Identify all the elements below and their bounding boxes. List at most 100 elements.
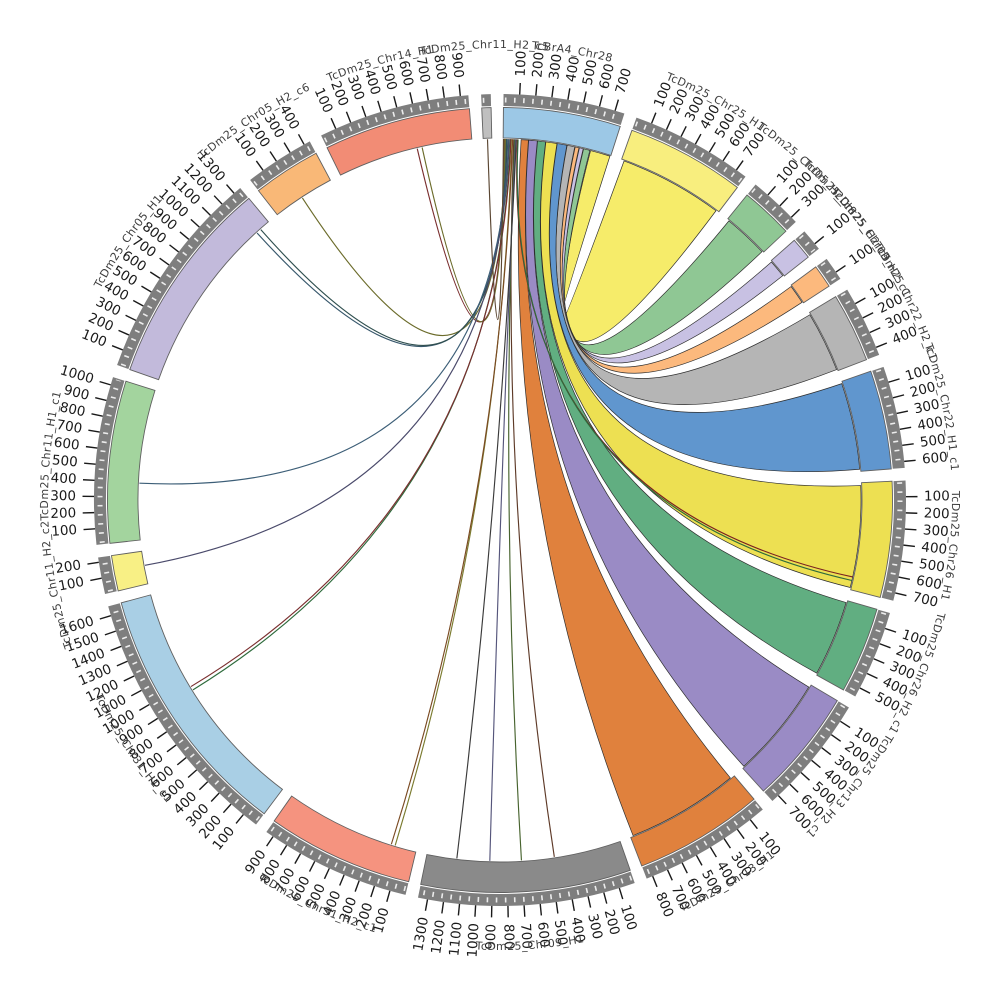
thin-link-TcBrA4_Chr28-to-TcDm25_Chr11_H2_c2[interactable] — [144, 139, 510, 566]
tick-mark — [279, 845, 288, 856]
tick-mark — [441, 901, 445, 914]
segment-band-TcDm25_Chr31_H1_c1[interactable] — [120, 594, 284, 815]
ribbon-TcBrA4_Chr28-to-TcDm25_Chr26_H2_c1[interactable] — [533, 140, 847, 674]
segment-band-TcDm25_Chr05_H1[interactable] — [129, 197, 269, 381]
tick-label: 600 — [915, 573, 943, 594]
tick-label: 800 — [58, 399, 87, 420]
segment-scale-dots-TcDm25_Chr14_H1 — [323, 98, 468, 143]
ribbon-TcBrA4_Chr28-to-TcDm25_Chr13_H2_c1[interactable] — [525, 139, 810, 767]
segment-band-TcDm25_Chr09_H1[interactable] — [420, 840, 631, 893]
segment-band-TcDm25_Chr22_H1_c1[interactable] — [841, 370, 892, 472]
tick-mark — [201, 206, 211, 216]
tick-mark — [614, 99, 620, 111]
segment-band-TcDm25_Chr25_H2_c5[interactable] — [770, 239, 809, 277]
tick-label: 800 — [430, 53, 449, 81]
tick-mark — [567, 88, 571, 100]
thin-link-TcBrA4_Chr28-to-TcDm25_Chr11_H2_c5[interactable] — [486, 139, 505, 320]
tick-label: 200 — [908, 379, 937, 401]
segment-band-TcDm25_Chr31_H2_c1[interactable] — [273, 795, 417, 883]
tick-mark — [83, 528, 96, 531]
thin-link-TcBrA4_Chr28-to-TcDm25_Chr11_H1_c1[interactable] — [139, 139, 509, 485]
tick-mark — [767, 185, 777, 196]
segment-scale-band-TcDm25_Chr11_H2_c5 — [481, 94, 492, 107]
tick-mark — [225, 184, 235, 194]
tick-mark — [409, 92, 414, 104]
tick-mark — [179, 231, 190, 240]
segment-band-TcDm25_Chr09_H2_c1[interactable] — [790, 266, 830, 304]
tick-mark — [681, 862, 688, 874]
segment-scale-dots-TcDm25_Chr11_H2_c2 — [101, 557, 113, 592]
tick-label: 400 — [563, 55, 583, 83]
tick-label: 700 — [911, 589, 940, 610]
tick-mark — [898, 576, 911, 580]
ribbon-TcBrA4_Chr28-to-TcDm25_Chr22_H2_c1[interactable] — [555, 144, 838, 405]
segment-band-TcDm25_Chr05_H2_c6[interactable] — [257, 152, 331, 216]
tick-mark — [895, 592, 907, 597]
tick-mark — [665, 118, 672, 130]
tick-label: 700 — [55, 417, 83, 437]
segment-band-TcDm25_Chr26_H1[interactable] — [850, 480, 893, 598]
tick-mark — [110, 645, 122, 652]
tick-label: 900 — [62, 382, 91, 404]
segment-band-TcDm25_Chr25_H1[interactable] — [621, 129, 738, 213]
tick-label: 800 — [500, 924, 517, 950]
segment-band-TcDm25_Chr13_H1[interactable] — [630, 775, 755, 867]
thin-link-TcBrA4_Chr28-to-TcDm25_Chr26_H1[interactable] — [516, 139, 853, 582]
segment-scale-dots-TcDm25_Chr05_H2_c8 — [751, 188, 793, 227]
tick-mark — [91, 413, 103, 417]
segment-band-TcDm25_Chr22_H2_c1[interactable] — [808, 295, 868, 372]
tick-mark — [123, 675, 135, 682]
tick-mark — [888, 378, 900, 383]
segment-scale-dots-TcDm25_Chr25_H1 — [634, 121, 743, 183]
tick-mark — [899, 426, 912, 431]
tick-mark — [814, 235, 825, 245]
ribbon-TcBrA4_Chr28-to-TcDm25_Chr26_H1[interactable] — [540, 141, 862, 588]
tick-mark — [811, 759, 821, 769]
tick-label: 500 — [919, 432, 947, 451]
segment-name-TcDm25_Chr11_H2_c5: TcDm25_Chr11_H2_c5 — [417, 38, 550, 58]
tick-mark — [539, 903, 543, 916]
segment-band-TcBrA4_Chr28[interactable] — [502, 107, 621, 156]
thin-link-TcBrA4_Chr28-to-TcDm25_Chr14_H1[interactable] — [421, 139, 506, 323]
segment-scale-band-TcDm25_Chr22_H2_c1 — [836, 289, 880, 360]
tick-mark — [84, 462, 96, 465]
karyotype-bands — [94, 94, 906, 906]
tick-mark — [176, 757, 187, 766]
segment-band-TcDm25_Chr14_H1[interactable] — [326, 108, 473, 176]
tick-mark — [869, 327, 881, 334]
tick-label: 500 — [580, 58, 601, 87]
tick-mark — [666, 869, 673, 881]
segment-band-TcDm25_Chr05_H2_c8[interactable] — [727, 194, 787, 253]
ribbon-TcBrA4_Chr28-to-TcDm25_Chr22_H1_c1[interactable] — [549, 143, 861, 473]
segment-band-TcDm25_Chr11_H2_c5[interactable] — [481, 107, 493, 139]
tick-mark — [132, 299, 144, 307]
tick-label: 300 — [913, 396, 942, 417]
thin-link-TcBrA4_Chr28-to-TcDm25_Chr09_H1[interactable] — [456, 139, 517, 859]
tick-label: 100 — [617, 903, 640, 932]
tick-mark — [159, 257, 170, 266]
tick-label: 100 — [513, 50, 530, 77]
tick-mark — [873, 658, 885, 664]
segment-band-TcDm25_Chr11_H2_c2[interactable] — [110, 550, 149, 592]
segment-scale-band-TcDm25_Chr11_H1_c1 — [94, 377, 125, 545]
segment-scale-dots-TcDm25_Chr05_H2_c6 — [253, 145, 313, 186]
tick-mark — [339, 874, 345, 886]
tick-label: 200 — [54, 557, 82, 577]
segment-scale-dots-TcDm25_Chr13_H2_c1 — [767, 704, 846, 798]
thin-link-TcBrA4_Chr28-to-TcDm25_Chr31_H2_c1[interactable] — [390, 139, 514, 845]
tick-label: 900 — [448, 52, 466, 79]
tick-mark — [235, 814, 244, 824]
tick-mark — [266, 836, 274, 847]
tick-mark — [736, 828, 745, 840]
tick-label: 100 — [924, 488, 950, 504]
thin-link-TcBrA4_Chr28-to-TcDm25_Chr31_H2_c1[interactable] — [394, 139, 513, 846]
segment-band-TcDm25_Chr13_H2_c1[interactable] — [742, 684, 838, 792]
segment-scale-band-TcDm25_Chr22_H1_c1 — [872, 366, 905, 469]
tick-mark — [169, 244, 180, 253]
segment-band-TcDm25_Chr11_H1_c1[interactable] — [107, 380, 156, 544]
tick-mark — [198, 781, 209, 791]
segment-band-TcDm25_Chr26_H2_c1[interactable] — [816, 600, 878, 691]
tick-mark — [652, 875, 658, 888]
tick-mark — [618, 887, 624, 900]
tick-label: 500 — [378, 63, 400, 92]
